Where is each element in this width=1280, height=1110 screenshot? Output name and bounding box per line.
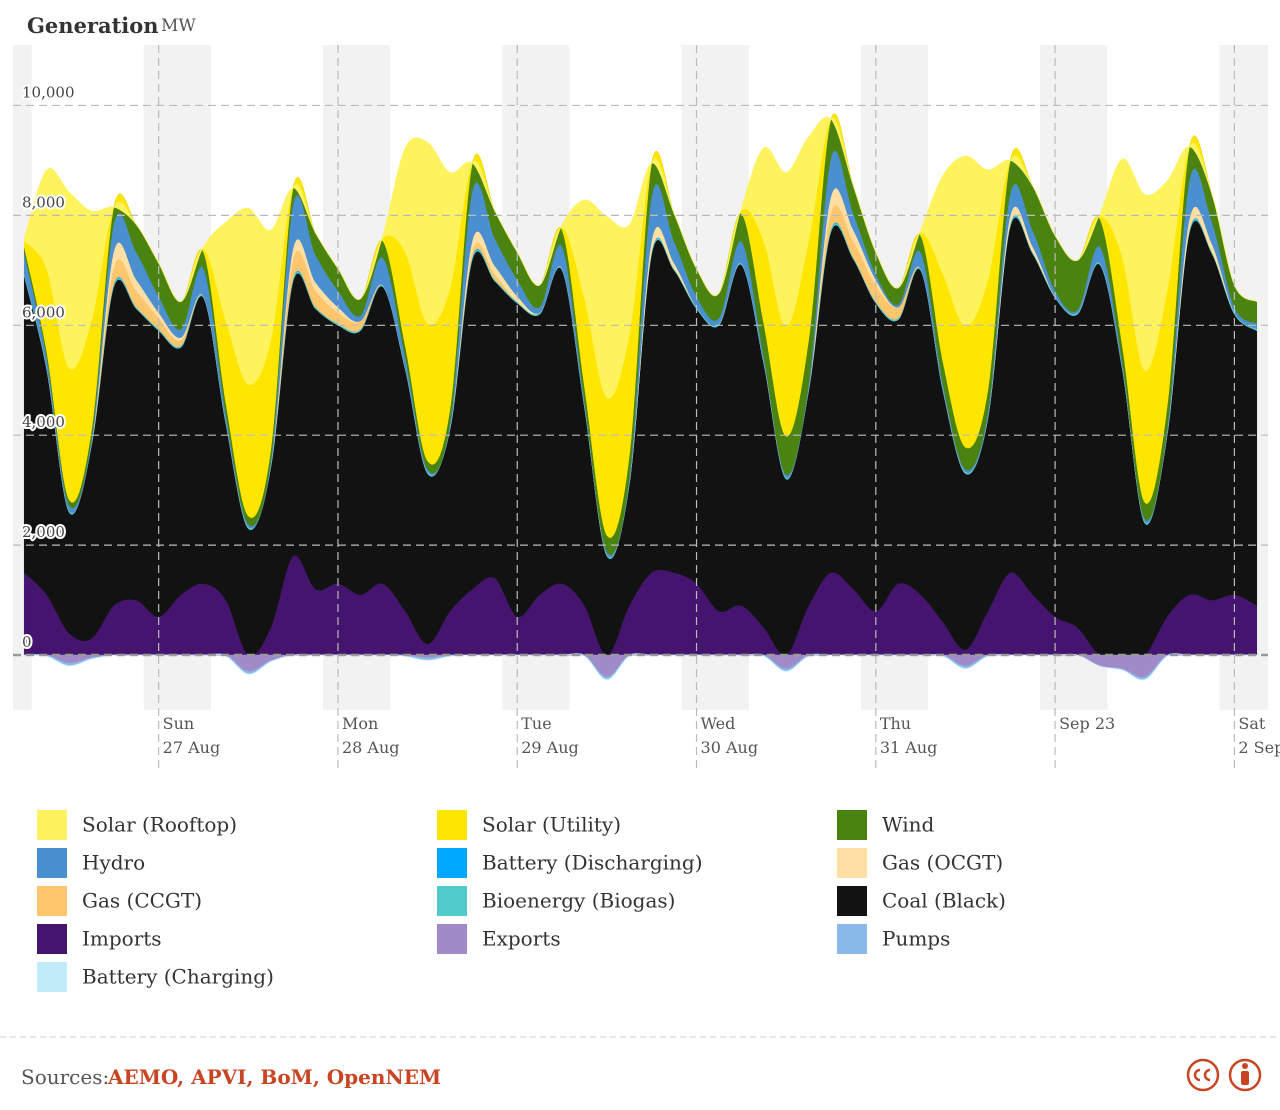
cc-icon[interactable] bbox=[1186, 1058, 1220, 1092]
legend-swatch bbox=[37, 848, 67, 878]
legend-swatch bbox=[37, 924, 67, 954]
legend-label: Pumps bbox=[882, 927, 950, 951]
sources-link[interactable]: AEMO, APVI, BoM, OpenNEM bbox=[107, 1065, 441, 1089]
y-tick-label: 0 bbox=[22, 633, 32, 651]
y-tick-label: 8,000 bbox=[22, 193, 65, 211]
y-tick-label: 6,000 bbox=[22, 303, 65, 321]
legend-swatch bbox=[837, 848, 867, 878]
legend-label: Hydro bbox=[82, 851, 145, 875]
x-tick-label: Mon bbox=[342, 714, 378, 733]
x-tick-label: Thu bbox=[880, 714, 911, 733]
x-tick-label: Sep 23 bbox=[1059, 714, 1115, 733]
legend-swatch bbox=[437, 924, 467, 954]
legend-swatch bbox=[837, 886, 867, 916]
legend-swatch bbox=[437, 810, 467, 840]
area-0 bbox=[23, 116, 1257, 399]
x-tick-sublabel: 31 Aug bbox=[880, 738, 938, 757]
x-tick-label: Sun bbox=[163, 714, 195, 733]
legend-label: Gas (CCGT) bbox=[82, 889, 202, 913]
legend-label: Battery (Discharging) bbox=[482, 851, 703, 875]
legend-swatch bbox=[437, 848, 467, 878]
x-tick-sublabel: 28 Aug bbox=[342, 738, 400, 757]
x-tick-sublabel: 30 Aug bbox=[701, 738, 759, 757]
legend-label: Imports bbox=[82, 927, 162, 951]
legend-label: Wind bbox=[882, 813, 934, 837]
legend-label: Coal (Black) bbox=[882, 889, 1006, 913]
legend-swatch bbox=[37, 810, 67, 840]
legend-swatch bbox=[37, 886, 67, 916]
y-tick-label: 4,000 bbox=[22, 413, 65, 431]
by-icon[interactable] bbox=[1228, 1058, 1262, 1092]
x-tick-label: Sat bbox=[1238, 714, 1266, 733]
y-tick-label: 2,000 bbox=[22, 523, 65, 541]
legend-swatch bbox=[37, 962, 67, 992]
legend-swatch bbox=[437, 886, 467, 916]
area-12 bbox=[24, 653, 1257, 681]
legend-label: Solar (Rooftop) bbox=[82, 813, 237, 837]
sources-label: Sources: bbox=[21, 1065, 109, 1089]
legend-swatch bbox=[837, 924, 867, 954]
legend-swatch bbox=[837, 810, 867, 840]
unit-label: MW bbox=[161, 16, 196, 36]
legend-label: Bioenergy (Biogas) bbox=[482, 889, 675, 913]
x-tick-sublabel: 27 Aug bbox=[163, 738, 221, 757]
x-tick-label: Tue bbox=[521, 714, 551, 733]
x-tick-label: Wed bbox=[701, 714, 736, 733]
x-tick-sublabel: 2 Sep bbox=[1238, 738, 1280, 757]
y-tick-label: 10,000 bbox=[22, 83, 75, 101]
x-tick-sublabel: 29 Aug bbox=[521, 738, 579, 757]
legend-label: Gas (OCGT) bbox=[882, 851, 1003, 875]
legend-label: Battery (Charging) bbox=[82, 965, 274, 989]
legend-label: Solar (Utility) bbox=[482, 813, 621, 837]
legend-label: Exports bbox=[482, 927, 561, 951]
chart-title: Generation bbox=[27, 13, 159, 38]
